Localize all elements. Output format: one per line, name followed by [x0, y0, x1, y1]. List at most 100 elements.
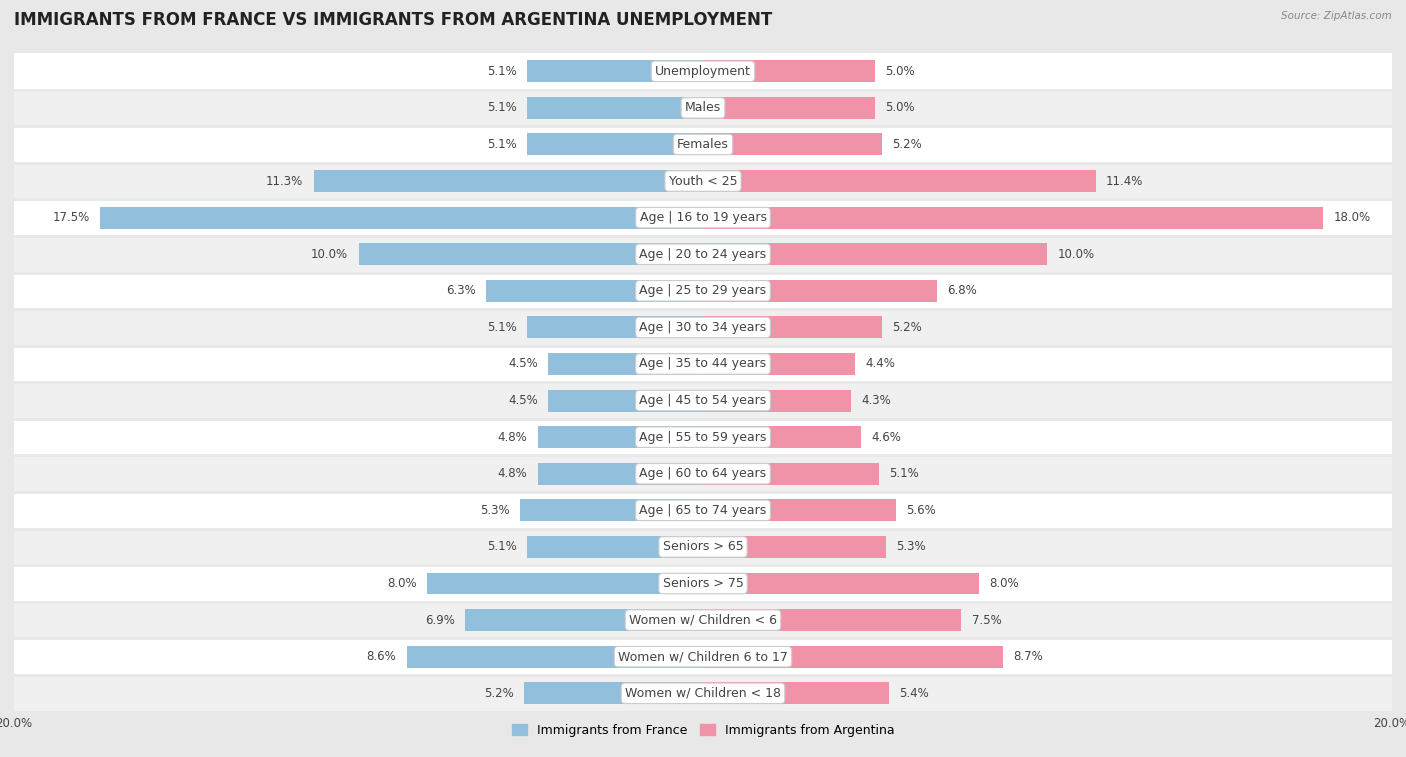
Bar	[359, 243, 703, 265]
Text: 5.1%: 5.1%	[488, 101, 517, 114]
Text: 8.0%: 8.0%	[388, 577, 418, 590]
Text: 18.0%: 18.0%	[1333, 211, 1371, 224]
Bar	[14, 565, 1392, 602]
Text: IMMIGRANTS FROM FRANCE VS IMMIGRANTS FROM ARGENTINA UNEMPLOYMENT: IMMIGRANTS FROM FRANCE VS IMMIGRANTS FRO…	[14, 11, 772, 30]
Bar	[14, 528, 1392, 565]
Text: 5.1%: 5.1%	[889, 467, 918, 480]
Bar	[14, 53, 1392, 89]
Bar	[527, 61, 703, 83]
Bar	[703, 463, 879, 484]
Text: 5.1%: 5.1%	[488, 540, 517, 553]
Bar	[524, 682, 703, 704]
Bar	[14, 675, 1392, 712]
Text: 8.0%: 8.0%	[988, 577, 1018, 590]
Bar	[703, 61, 875, 83]
Bar	[703, 170, 1095, 192]
Text: 5.4%: 5.4%	[900, 687, 929, 699]
Text: 11.4%: 11.4%	[1107, 175, 1143, 188]
Bar	[703, 500, 896, 522]
Text: 6.3%: 6.3%	[446, 285, 475, 298]
Bar	[520, 500, 703, 522]
Text: Source: ZipAtlas.com: Source: ZipAtlas.com	[1281, 11, 1392, 21]
Bar	[14, 346, 1392, 382]
Bar	[703, 536, 886, 558]
Text: 10.0%: 10.0%	[1057, 248, 1095, 260]
Bar	[548, 390, 703, 412]
Bar	[703, 609, 962, 631]
Bar	[14, 236, 1392, 273]
Bar	[527, 133, 703, 155]
Text: 5.0%: 5.0%	[886, 65, 915, 78]
Text: 4.3%: 4.3%	[862, 394, 891, 407]
Bar	[703, 426, 862, 448]
Text: Males: Males	[685, 101, 721, 114]
Text: 4.4%: 4.4%	[865, 357, 894, 370]
Text: Age | 20 to 24 years: Age | 20 to 24 years	[640, 248, 766, 260]
Bar	[527, 536, 703, 558]
Text: Age | 16 to 19 years: Age | 16 to 19 years	[640, 211, 766, 224]
Text: 5.2%: 5.2%	[893, 138, 922, 151]
Bar	[14, 89, 1392, 126]
Bar	[703, 316, 882, 338]
Bar	[703, 133, 882, 155]
Bar	[14, 456, 1392, 492]
Bar	[527, 97, 703, 119]
Text: 10.0%: 10.0%	[311, 248, 349, 260]
Bar	[406, 646, 703, 668]
Text: 5.6%: 5.6%	[907, 504, 936, 517]
Bar	[703, 280, 938, 302]
Bar	[703, 390, 851, 412]
Text: Age | 25 to 29 years: Age | 25 to 29 years	[640, 285, 766, 298]
Bar	[548, 353, 703, 375]
Bar	[537, 463, 703, 484]
Text: Age | 65 to 74 years: Age | 65 to 74 years	[640, 504, 766, 517]
Text: Women w/ Children < 18: Women w/ Children < 18	[626, 687, 780, 699]
Bar	[14, 309, 1392, 346]
Bar	[537, 426, 703, 448]
Text: 4.8%: 4.8%	[498, 467, 527, 480]
Bar	[314, 170, 703, 192]
Bar	[703, 682, 889, 704]
Text: 5.2%: 5.2%	[484, 687, 513, 699]
Text: 4.6%: 4.6%	[872, 431, 901, 444]
Text: Age | 35 to 44 years: Age | 35 to 44 years	[640, 357, 766, 370]
Text: 6.9%: 6.9%	[425, 614, 456, 627]
Legend: Immigrants from France, Immigrants from Argentina: Immigrants from France, Immigrants from …	[506, 718, 900, 742]
Text: 4.8%: 4.8%	[498, 431, 527, 444]
Text: 17.5%: 17.5%	[52, 211, 90, 224]
Text: 11.3%: 11.3%	[266, 175, 304, 188]
Text: Women w/ Children < 6: Women w/ Children < 6	[628, 614, 778, 627]
Text: 6.8%: 6.8%	[948, 285, 977, 298]
Text: 4.5%: 4.5%	[508, 357, 537, 370]
Bar	[14, 163, 1392, 199]
Bar	[14, 602, 1392, 638]
Text: Seniors > 75: Seniors > 75	[662, 577, 744, 590]
Text: Unemployment: Unemployment	[655, 65, 751, 78]
Bar	[703, 353, 855, 375]
Text: 5.3%: 5.3%	[896, 540, 925, 553]
Bar	[14, 492, 1392, 528]
Text: 5.0%: 5.0%	[886, 101, 915, 114]
Bar	[703, 646, 1002, 668]
Text: 7.5%: 7.5%	[972, 614, 1001, 627]
Text: Age | 45 to 54 years: Age | 45 to 54 years	[640, 394, 766, 407]
Bar	[14, 199, 1392, 236]
Text: 5.2%: 5.2%	[893, 321, 922, 334]
Bar	[527, 316, 703, 338]
Text: Seniors > 65: Seniors > 65	[662, 540, 744, 553]
Bar	[427, 572, 703, 594]
Bar	[14, 273, 1392, 309]
Bar	[703, 97, 875, 119]
Text: Age | 55 to 59 years: Age | 55 to 59 years	[640, 431, 766, 444]
Text: 4.5%: 4.5%	[508, 394, 537, 407]
Text: 5.1%: 5.1%	[488, 65, 517, 78]
Text: Age | 60 to 64 years: Age | 60 to 64 years	[640, 467, 766, 480]
Bar	[14, 419, 1392, 456]
Text: Women w/ Children 6 to 17: Women w/ Children 6 to 17	[619, 650, 787, 663]
Bar	[703, 572, 979, 594]
Bar	[14, 638, 1392, 675]
Text: 5.1%: 5.1%	[488, 138, 517, 151]
Text: Youth < 25: Youth < 25	[669, 175, 737, 188]
Text: 5.1%: 5.1%	[488, 321, 517, 334]
Bar	[14, 382, 1392, 419]
